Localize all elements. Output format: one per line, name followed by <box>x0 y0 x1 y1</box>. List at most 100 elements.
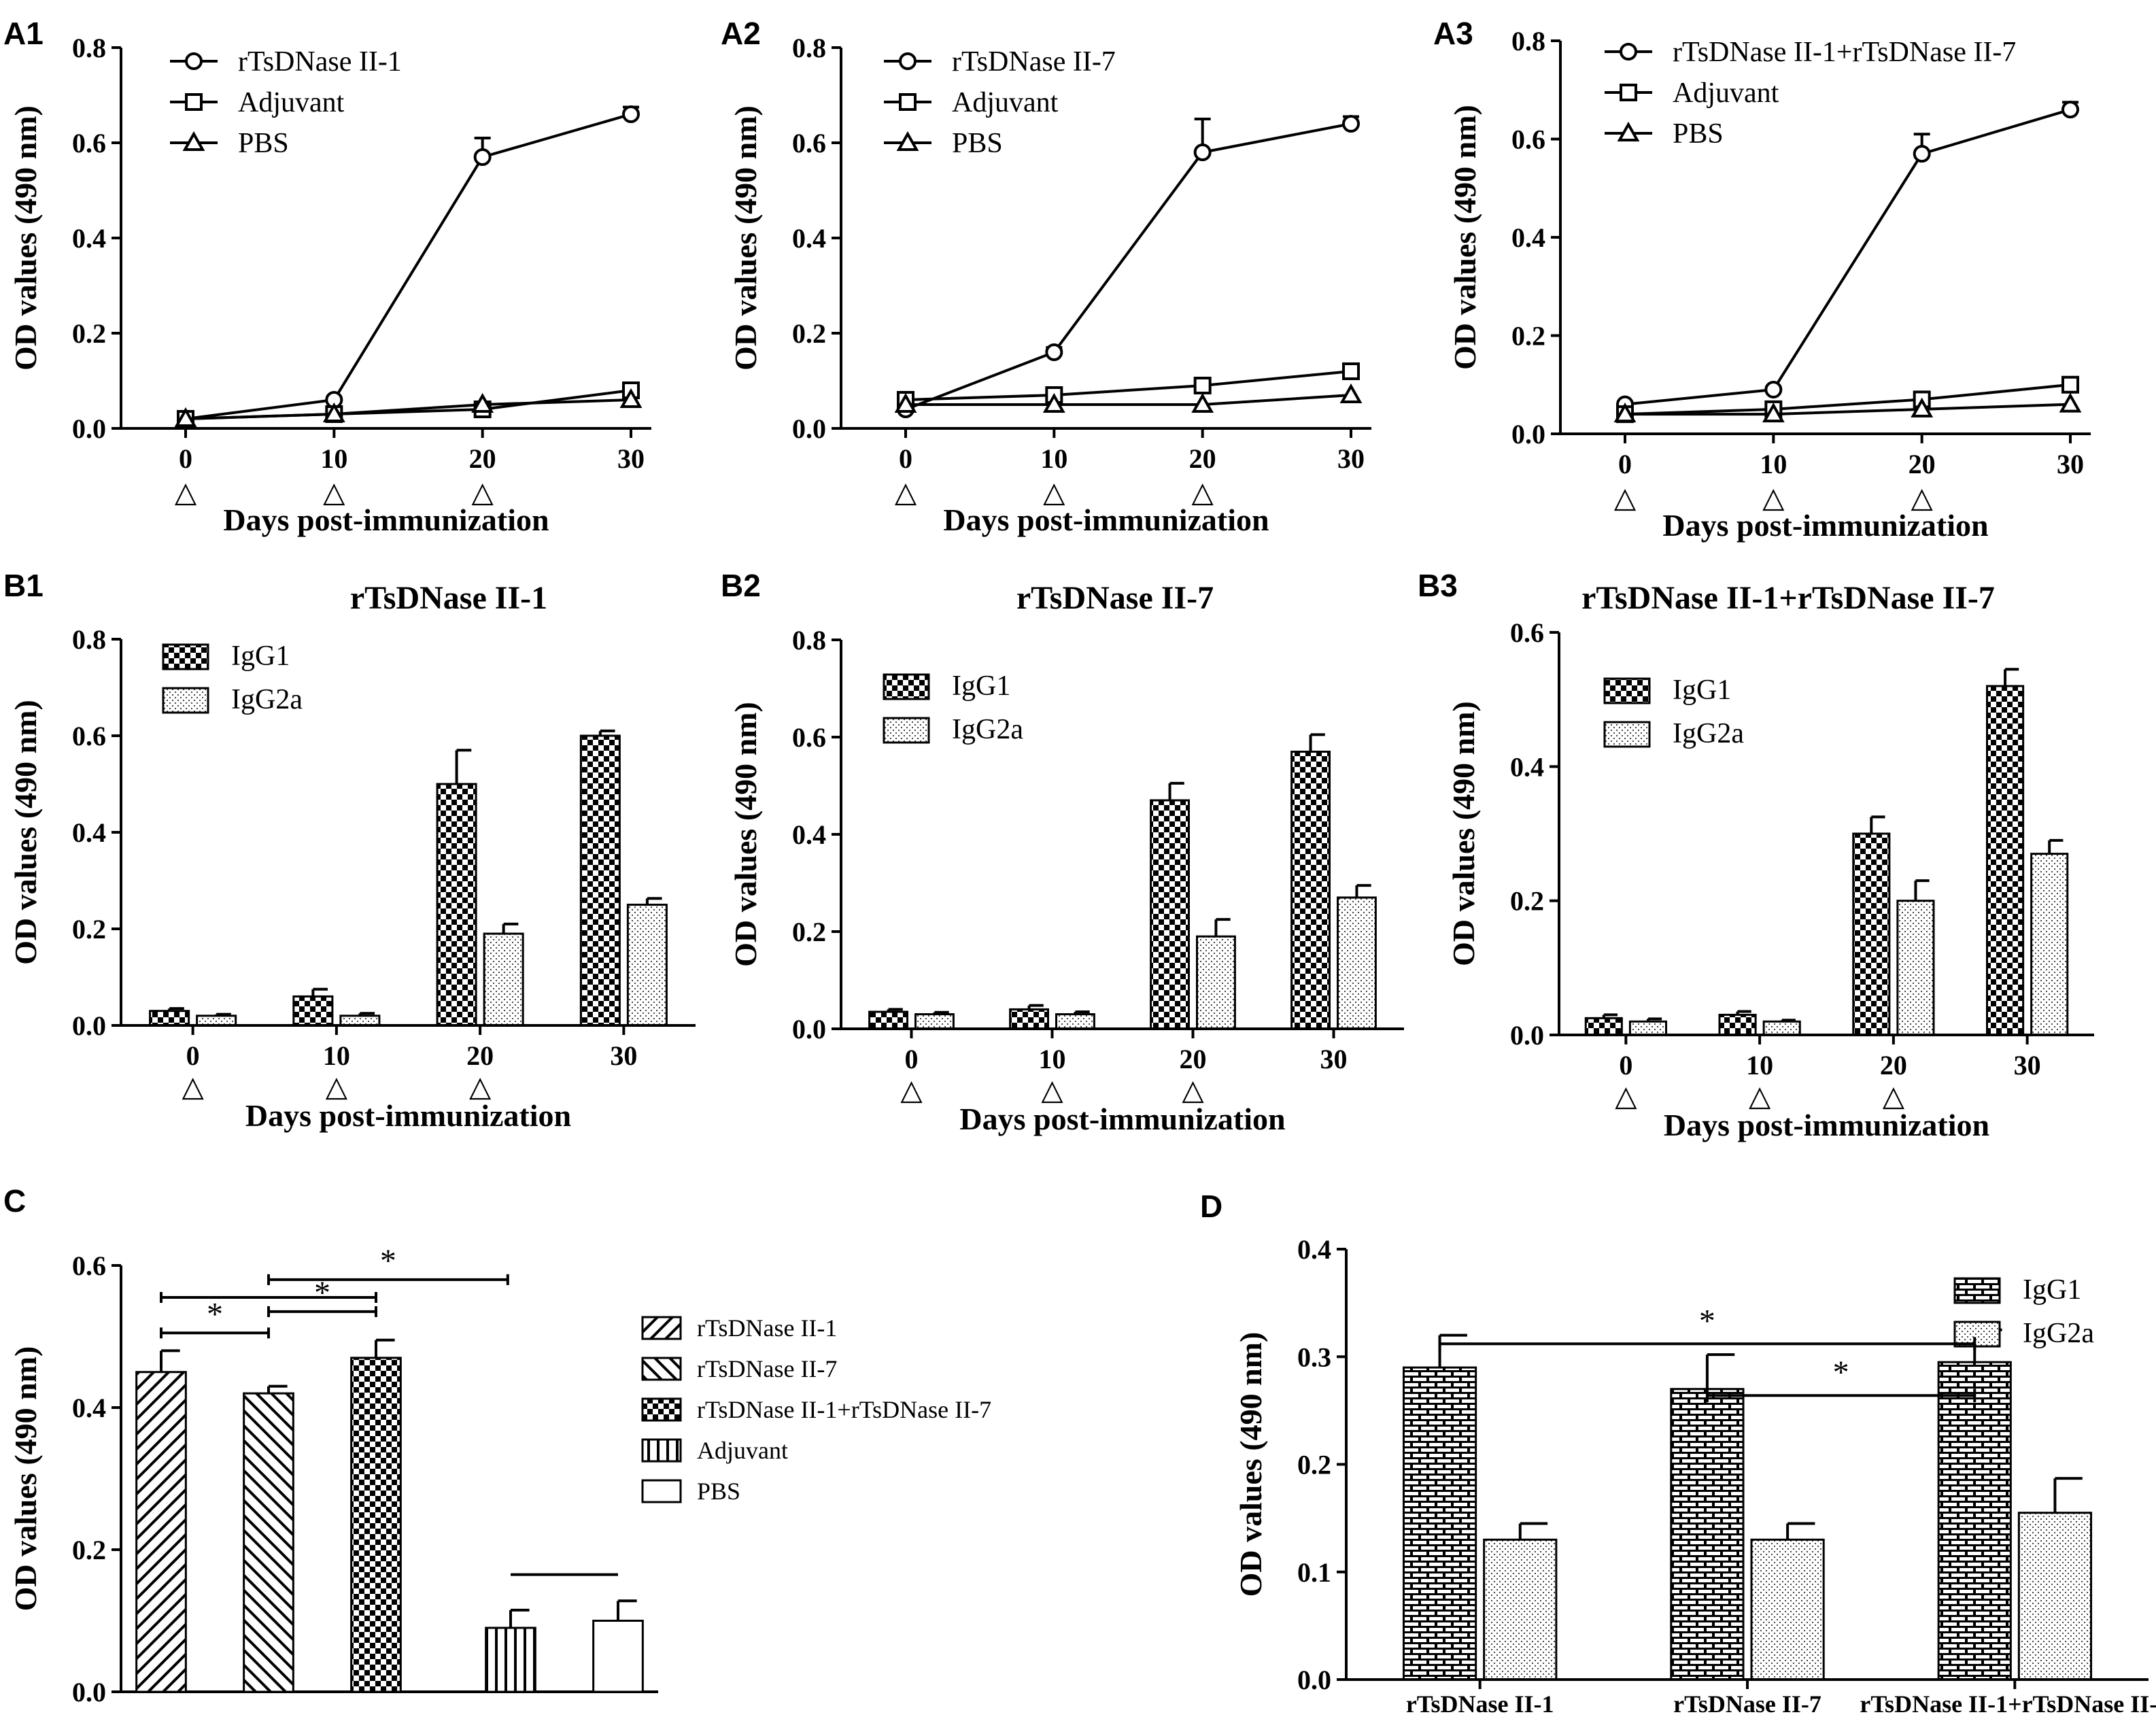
y-tick-label: 0.0 <box>1510 1020 1544 1051</box>
panel-label: A1 <box>3 16 44 51</box>
data-point-square <box>1342 362 1360 380</box>
x-tick-label: rTsDNase II-1+rTsDNase II-7 <box>1860 1690 2156 1718</box>
data-point-circle <box>1342 115 1360 133</box>
bar-igg1 <box>1290 750 1331 1030</box>
y-tick-label: 0.1 <box>1297 1557 1331 1588</box>
bar-igg1 <box>1402 1366 1477 1681</box>
immunization-marker: △ <box>472 477 494 509</box>
y-tick-label: 0.0 <box>1297 1665 1331 1695</box>
legend-marker-circle <box>1620 43 1637 61</box>
x-axis-label: Days post-immunization <box>245 1098 571 1133</box>
x-tick-label: 30 <box>1337 443 1365 474</box>
data-point-square <box>1193 377 1212 394</box>
y-tick-label: 0.8 <box>792 625 826 656</box>
x-tick-label: 10 <box>1040 443 1067 474</box>
y-tick-label: 0.6 <box>792 722 826 753</box>
y-axis-label: OD values (490 nm) <box>728 105 763 371</box>
y-tick-label: 0.0 <box>1511 419 1545 449</box>
series-line-triangle <box>185 398 632 420</box>
series-line-square <box>1624 383 2071 416</box>
bar-igg1 <box>1584 1017 1623 1036</box>
y-axis-label: OD values (490 nm) <box>8 105 43 371</box>
legend-label: PBS <box>697 1478 740 1505</box>
y-tick-label: 0.6 <box>1511 124 1545 155</box>
y-tick-label: 0.8 <box>72 33 106 63</box>
y-tick-label: 0.2 <box>792 318 826 349</box>
y-tick-label: 0.4 <box>72 817 106 848</box>
x-tick-label: 20 <box>1180 1044 1207 1074</box>
x-tick-label: 0 <box>186 1040 200 1071</box>
legend-marker-square <box>185 93 203 111</box>
legend-swatch <box>641 1479 682 1503</box>
y-tick-label: 0.0 <box>72 413 106 444</box>
legend-label: IgG2a <box>231 684 303 715</box>
legend-label: IgG1 <box>952 670 1010 702</box>
immunization-marker: △ <box>1749 1081 1771 1112</box>
x-tick-label: rTsDNase II-7 <box>1673 1690 1821 1718</box>
y-axis-label: OD values (490 nm) <box>728 702 763 967</box>
bar-igg2a <box>626 904 668 1027</box>
y-tick-label: 0.2 <box>1510 886 1544 917</box>
x-axis-label: Days post-immunization <box>959 1102 1285 1136</box>
bar-igg2a <box>1196 935 1236 1030</box>
x-tick-label: rTsDNase II-1 <box>1406 1690 1554 1718</box>
immunization-marker: △ <box>175 477 197 509</box>
legend-marker-triangle <box>1617 121 1640 141</box>
legend-swatch <box>641 1397 682 1422</box>
significance-star: * <box>1699 1303 1715 1339</box>
x-tick-label: 0 <box>1619 1050 1632 1080</box>
data-point-circle <box>2061 101 2079 119</box>
data-point-circle <box>1913 145 1931 163</box>
x-tick-label: 10 <box>1746 1050 1773 1080</box>
x-tick-label: 30 <box>1320 1044 1348 1074</box>
bar-igg1 <box>868 1010 908 1030</box>
y-tick-label: 0.2 <box>72 1535 106 1565</box>
series-line-square <box>905 370 1352 401</box>
legend-label: IgG2a <box>2023 1318 2094 1349</box>
y-tick-label: 0.4 <box>1510 751 1544 782</box>
series-line-circle <box>1624 108 2071 406</box>
legend-label: PBS <box>952 128 1003 159</box>
legend-swatch-igg1 <box>162 643 209 670</box>
x-tick-label: 30 <box>617 443 645 474</box>
bar-igg2a <box>483 932 524 1027</box>
y-tick-label: 0.8 <box>1511 26 1545 56</box>
immunization-marker: △ <box>1192 477 1214 509</box>
panel-label: A2 <box>721 16 761 51</box>
bar-igg1 <box>1670 1388 1745 1681</box>
legend-marker-triangle <box>896 131 919 151</box>
significance-star: * <box>380 1243 396 1279</box>
bar-igg1 <box>579 734 621 1027</box>
data-point-triangle <box>2059 392 2082 413</box>
chart-title: rTsDNase II-7 <box>1016 580 1214 616</box>
immunization-marker: △ <box>182 1072 204 1103</box>
bar-igg1 <box>1937 1361 2012 1681</box>
x-tick-label: 10 <box>320 443 347 474</box>
y-tick-label: 0.6 <box>1510 617 1544 648</box>
y-axis-label: OD values (490 nm) <box>8 1346 43 1612</box>
x-tick-label: 20 <box>1909 449 1936 479</box>
y-tick-label: 0.8 <box>792 33 826 63</box>
panel-c: 0.00.20.40.6OD values (490 nm)C***rTsDNa… <box>3 1183 991 1707</box>
immunization-marker: △ <box>469 1072 492 1103</box>
y-tick-label: 0.8 <box>72 624 106 655</box>
x-tick-label: 0 <box>1618 449 1632 479</box>
series-line-circle <box>905 122 1352 411</box>
significance-star: * <box>207 1296 223 1332</box>
x-tick-label: 10 <box>323 1040 350 1071</box>
y-tick-label: 0.4 <box>792 819 826 850</box>
y-tick-label: 0.0 <box>792 413 826 444</box>
series-line-circle <box>185 113 632 420</box>
x-tick-label: 0 <box>179 443 192 474</box>
y-tick-label: 0.6 <box>72 1250 106 1281</box>
y-tick-label: 0.4 <box>72 1393 106 1423</box>
legend-label: Adjuvant <box>697 1437 788 1464</box>
legend-marker-square <box>899 93 917 111</box>
bar-igg2a <box>1483 1538 1558 1681</box>
bar-igg1 <box>149 1010 190 1027</box>
immunization-marker: △ <box>323 477 345 509</box>
y-tick-label: 0.2 <box>1297 1450 1331 1480</box>
immunization-marker: △ <box>1182 1075 1204 1106</box>
y-tick-label: 0.2 <box>1511 321 1545 352</box>
bar-igg1 <box>1852 832 1891 1036</box>
